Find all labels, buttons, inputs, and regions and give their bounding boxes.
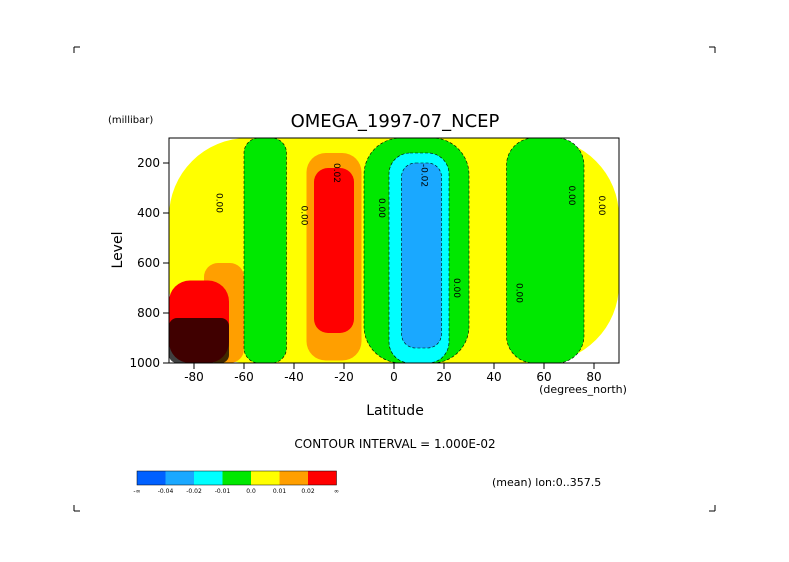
x-tick-label-7: 40 bbox=[486, 370, 501, 384]
x-tick-label-9: 80 bbox=[586, 370, 601, 384]
contour-label-4: 0.00 bbox=[376, 198, 386, 218]
x-tick-label-5: 0 bbox=[390, 370, 398, 384]
colorbar-label-8: ∞ bbox=[334, 488, 339, 495]
colorbar-swatch-2 bbox=[165, 471, 194, 485]
contour-region-8 bbox=[401, 163, 442, 348]
contour-label-2: 0.00 bbox=[299, 205, 309, 225]
contour-label-1: 0.00 bbox=[214, 193, 224, 213]
colorbar-swatch-3 bbox=[194, 471, 223, 485]
contour-region-6 bbox=[314, 168, 354, 333]
colorbar-label-3: -0.02 bbox=[186, 488, 202, 495]
contour-label-7: 0.00 bbox=[514, 283, 524, 303]
y-axis: 200 400 600 800 1000 bbox=[129, 156, 169, 370]
colorbar-swatch-5 bbox=[251, 471, 280, 485]
colorbar-label-6: 0.01 bbox=[273, 488, 287, 495]
y-tick-label-3: 600 bbox=[137, 256, 160, 270]
contour-label-6: 0.00 bbox=[451, 278, 461, 298]
x-axis-label: Latitude bbox=[366, 403, 424, 419]
contour-region-2 bbox=[244, 138, 287, 363]
contour-line-neg-7 bbox=[388, 152, 450, 363]
contour-interval-text: CONTOUR INTERVAL = 1.000E-02 bbox=[294, 437, 495, 451]
x-axis: -80 -60 -40 -20 0 20 40 60 80 bbox=[184, 363, 602, 384]
crop-mark-bottom-right bbox=[709, 505, 716, 512]
contour-region-dense-core bbox=[169, 318, 229, 363]
y-tick-label-5: 1000 bbox=[129, 356, 160, 370]
plot-area bbox=[169, 138, 619, 363]
colorbar-label-1: -∞ bbox=[133, 488, 140, 495]
colorbar-label-5: 0.0 bbox=[246, 488, 256, 495]
y-tick-label-2: 400 bbox=[137, 206, 160, 220]
contour-region-4 bbox=[506, 138, 584, 363]
crop-mark-bottom-left bbox=[73, 505, 80, 512]
footnote: (mean) lon:0..357.5 bbox=[492, 476, 601, 489]
y-unit-label: (millibar) bbox=[108, 115, 153, 126]
colorbar-swatch-4 bbox=[222, 471, 251, 485]
colorbar: -∞ -0.04 -0.02 -0.01 0.0 0.01 0.02 ∞ bbox=[133, 470, 339, 495]
colorbar-label-2: -0.04 bbox=[158, 488, 174, 495]
x-tick-label-1: -80 bbox=[184, 370, 204, 384]
crop-mark-top-left bbox=[73, 46, 80, 53]
contour-line-neg-8 bbox=[401, 162, 442, 349]
y-tick-label-1: 200 bbox=[137, 156, 160, 170]
contour-line-neg-4 bbox=[506, 138, 585, 363]
y-tick-label-4: 800 bbox=[137, 306, 160, 320]
contour-label-3: 0.02 bbox=[331, 163, 341, 183]
colorbar-swatch-6 bbox=[279, 471, 308, 485]
contour-label-8: 0.00 bbox=[566, 185, 576, 205]
x-tick-label-3: -40 bbox=[284, 370, 304, 384]
contour-label-5: -0.02 bbox=[419, 164, 429, 187]
colorbar-label-7: 0.02 bbox=[301, 488, 315, 495]
contour-lines bbox=[243, 138, 585, 363]
chart-title: OMEGA_1997-07_NCEP bbox=[291, 111, 500, 132]
colorbar-label-4: -0.01 bbox=[215, 488, 231, 495]
crop-mark-top-right bbox=[709, 46, 716, 53]
crop-marks bbox=[73, 46, 716, 512]
x-tick-label-4: -20 bbox=[334, 370, 354, 384]
x-unit-label: (degrees_north) bbox=[539, 383, 627, 396]
colorbar-frame bbox=[136, 470, 337, 486]
x-tick-label-8: 60 bbox=[536, 370, 551, 384]
contour-labels: 0.00 0.00 0.02 0.00 -0.02 0.00 0.00 0.00 0.00 bbox=[214, 163, 607, 303]
colorbar-swatch-7 bbox=[308, 471, 337, 485]
x-tick-label-6: 20 bbox=[436, 370, 451, 384]
contour-label-9: 0.00 bbox=[596, 195, 606, 215]
x-tick-label-2: -60 bbox=[234, 370, 254, 384]
colorbar-swatch-1 bbox=[137, 471, 166, 485]
y-axis-label: Level bbox=[110, 232, 126, 269]
